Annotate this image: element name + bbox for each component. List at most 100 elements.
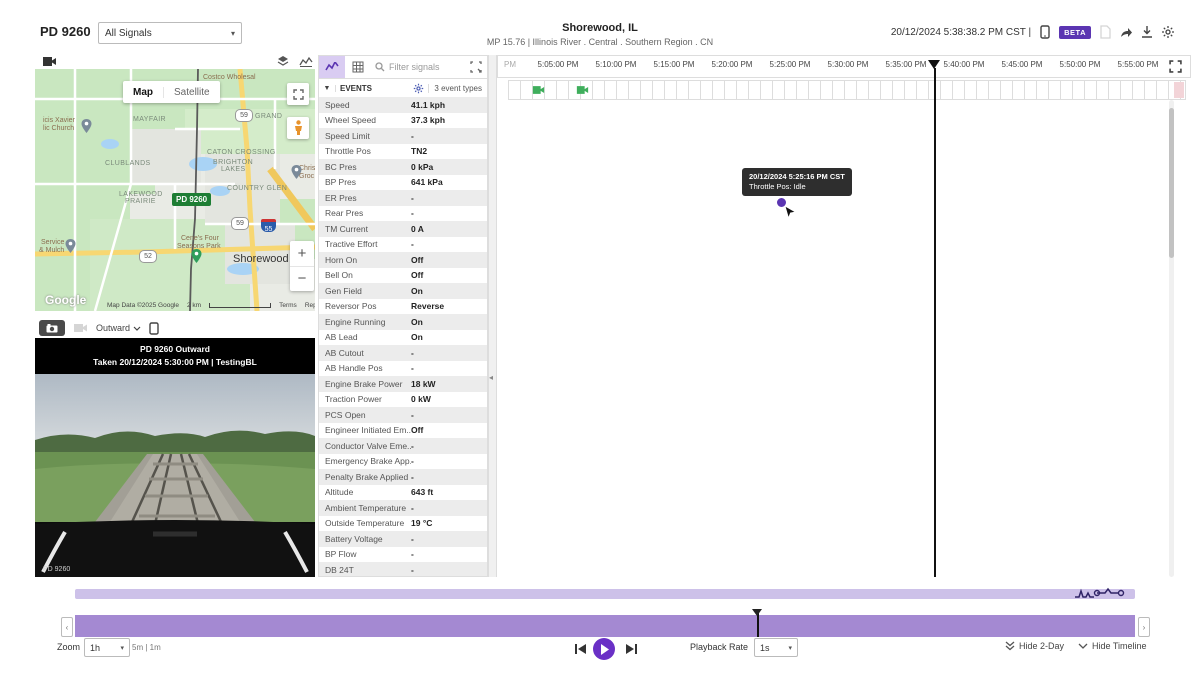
signal-row[interactable]: DB 24T - — [319, 562, 487, 576]
map-toggle-map[interactable]: Map — [123, 86, 164, 98]
signal-row[interactable]: Outside Temperature 19 °C — [319, 516, 487, 532]
signal-row[interactable]: Emergency Brake App... - — [319, 454, 487, 470]
selection-handle-icon[interactable] — [1073, 586, 1133, 600]
map-pin-icon[interactable] — [81, 119, 92, 133]
signal-row[interactable]: Reversor Pos Reverse — [319, 299, 487, 315]
camera-image[interactable]: PD 9260 — [35, 374, 315, 577]
signal-row[interactable]: Gen Field On — [319, 283, 487, 299]
timeline-marker-handle[interactable] — [752, 609, 762, 616]
device-icon[interactable] — [1038, 25, 1052, 39]
filter-funnel-icon[interactable]: ▼ — [319, 84, 336, 92]
settings-gear-icon[interactable] — [1161, 25, 1175, 39]
playback-rate-select[interactable]: 1s ▾ — [754, 638, 798, 657]
map-label: Shorewood — [233, 253, 289, 265]
timeline-marker[interactable] — [757, 613, 759, 637]
signal-row[interactable]: Wheel Speed 37.3 kph — [319, 113, 487, 129]
timeline-prev-button[interactable]: ‹ — [61, 617, 73, 637]
signal-row[interactable]: Horn On Off — [319, 252, 487, 268]
signal-row[interactable]: Penalty Brake Applied - — [319, 469, 487, 485]
chevron-down-icon — [1078, 643, 1088, 649]
signal-row[interactable]: Traction Power 0 kW — [319, 392, 487, 408]
timeline-speed-waveform — [75, 615, 1135, 637]
video-camera-icon[interactable] — [42, 56, 57, 67]
signal-row[interactable]: BC Pres 0 kPa — [319, 159, 487, 175]
signal-row[interactable]: Tractive Effort - — [319, 237, 487, 253]
map-terms-link[interactable]: Terms — [279, 302, 297, 309]
signal-value: 0 A — [411, 223, 424, 234]
document-icon[interactable] — [1098, 25, 1112, 39]
signal-row[interactable]: Ambient Temperature - — [319, 500, 487, 516]
photo-camera-button[interactable] — [39, 320, 65, 336]
video-camera-icon[interactable] — [73, 323, 88, 333]
panel-divider[interactable]: ◂ — [488, 55, 497, 577]
hide-2day-button[interactable]: Hide 2-Day — [1005, 641, 1064, 651]
signal-row[interactable]: Engine Running On — [319, 314, 487, 330]
hide-timeline-label: Hide Timeline — [1092, 641, 1147, 651]
signal-row[interactable]: Engineer Initiated Em... Off — [319, 423, 487, 439]
map-report-link[interactable]: Report a map error — [304, 302, 315, 309]
map-pin-icon[interactable] — [191, 249, 202, 263]
map-pin-icon[interactable] — [65, 239, 76, 253]
video-event-icon[interactable] — [532, 85, 545, 95]
timeline-next-button[interactable]: › — [1138, 617, 1150, 637]
hide-timeline-button[interactable]: Hide Timeline — [1078, 641, 1147, 651]
skip-end-icon[interactable] — [625, 643, 638, 655]
signal-row[interactable]: Throttle Pos TN2 — [319, 144, 487, 160]
charts-fullscreen-icon[interactable] — [1169, 60, 1182, 73]
signals-select[interactable]: All Signals ▾ — [98, 22, 242, 44]
signal-row[interactable]: AB Cutout - — [319, 345, 487, 361]
map-canvas[interactable]: Costco Wholesal MAYFAIR GRAND icis Xavier li… — [35, 69, 315, 311]
share-icon[interactable] — [1119, 25, 1133, 39]
collapse-arrow-icon: ◂ — [489, 373, 494, 382]
filter-signals-input[interactable]: Filter signals — [371, 62, 470, 72]
playback-rate-value: 1s — [760, 642, 770, 653]
train-location-badge[interactable]: PD 9260 — [172, 193, 212, 206]
charts-scrollbar[interactable] — [1169, 100, 1174, 577]
pegman-button[interactable] — [287, 117, 309, 139]
map-zoom-in-button[interactable]: + — [290, 241, 314, 267]
two-day-band[interactable] — [75, 586, 1135, 600]
zoom-label: Zoom — [57, 642, 81, 652]
skip-start-icon[interactable] — [574, 643, 587, 655]
map-zoom-out-button[interactable]: − — [297, 270, 307, 288]
signal-row[interactable]: Conductor Valve Eme... - — [319, 438, 487, 454]
signal-row[interactable]: Speed 41.1 kph — [319, 97, 487, 113]
zoom-select[interactable]: 1h ▾ — [84, 638, 130, 657]
signal-row[interactable]: TM Current 0 A — [319, 221, 487, 237]
tab-charts[interactable] — [319, 56, 345, 78]
elevation-chart-icon[interactable] — [299, 56, 313, 67]
event-cell-highlight — [1174, 82, 1184, 98]
signal-value: - — [411, 440, 414, 451]
play-button[interactable] — [593, 638, 615, 660]
signal-row[interactable]: ER Pres - — [319, 190, 487, 206]
signal-row[interactable]: Rear Pres - — [319, 206, 487, 222]
scrollbar-thumb[interactable] — [1169, 108, 1174, 258]
event-strip[interactable] — [508, 80, 1186, 100]
signal-row[interactable]: PCS Open - — [319, 407, 487, 423]
map-toggle-satellite[interactable]: Satellite — [174, 86, 210, 98]
map-pin-icon[interactable] — [291, 165, 302, 179]
rotate-device-icon[interactable] — [149, 321, 159, 335]
time-axis-label: 5:15:00 PM — [653, 60, 695, 69]
playhead-handle[interactable] — [928, 60, 940, 69]
signal-row[interactable]: Altitude 643 ft — [319, 485, 487, 501]
camera-view-select[interactable]: Outward — [96, 323, 141, 333]
video-event-icon[interactable] — [576, 85, 589, 95]
download-icon[interactable] — [1140, 25, 1154, 39]
signal-row[interactable]: BP Pres 641 kPa — [319, 175, 487, 191]
hour-timeline-band[interactable] — [75, 615, 1135, 637]
map-fullscreen-button[interactable] — [287, 83, 309, 105]
signal-row[interactable]: Battery Voltage - — [319, 531, 487, 547]
current-timestamp: 20/12/2024 5:38:38.2 PM CST | — [890, 26, 1032, 38]
tab-table[interactable] — [345, 56, 371, 78]
select-region-icon[interactable] — [470, 61, 482, 73]
playhead-line[interactable] — [934, 68, 936, 577]
signal-row[interactable]: Bell On Off — [319, 268, 487, 284]
signal-row[interactable]: AB Handle Pos - — [319, 361, 487, 377]
signal-row[interactable]: BP Flow - — [319, 547, 487, 563]
events-gear-icon[interactable] — [413, 83, 424, 94]
signal-row[interactable]: Engine Brake Power 18 kW — [319, 376, 487, 392]
layers-icon[interactable] — [277, 55, 289, 67]
signal-row[interactable]: AB Lead On — [319, 330, 487, 346]
signal-row[interactable]: Speed Limit - — [319, 128, 487, 144]
